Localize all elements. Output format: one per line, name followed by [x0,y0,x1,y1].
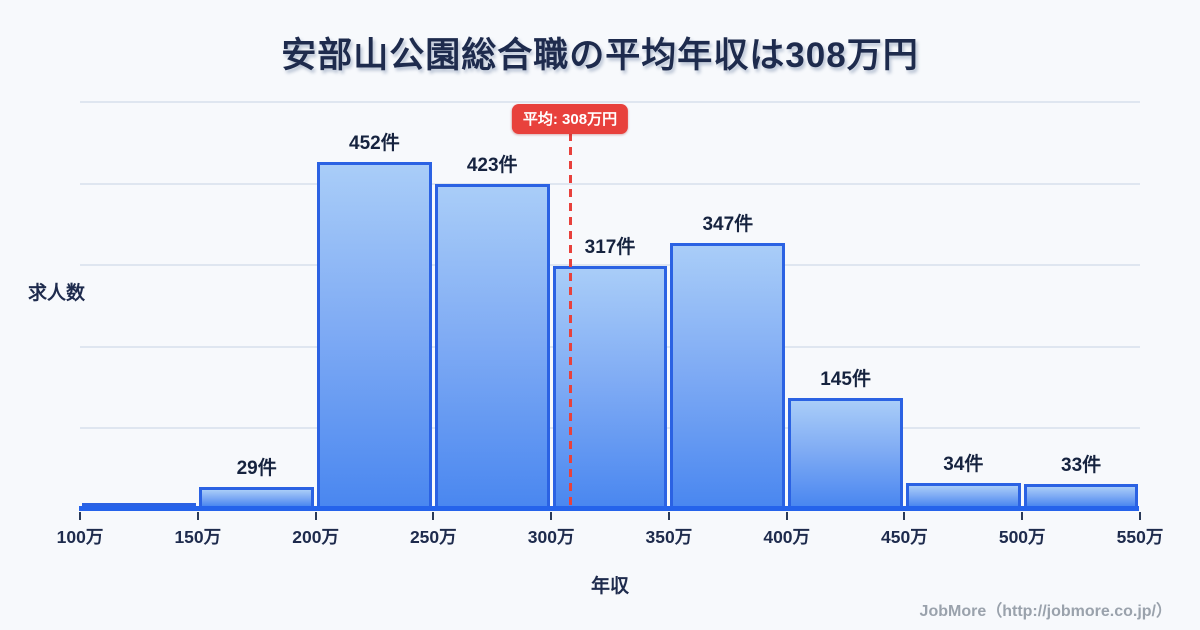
average-dashed-line [568,133,572,509]
bar-value-label: 29件 [236,458,277,479]
x-axis-tick [314,512,317,520]
gridline [80,101,1140,103]
x-axis-tick [785,512,788,520]
bar-value-label: 423件 [466,155,518,176]
bar-value-label: 145件 [820,369,871,390]
bar-value-label: 34件 [943,454,984,475]
x-axis-title: 年収 [590,576,630,597]
bar-value-label: 33件 [1061,455,1102,476]
x-axis-tick-label: 550万 [1116,527,1164,547]
plot-area: 29件 452件 423件 317件 347件 145件 34件 33件 100万 150万 20… [57,99,1163,547]
x-axis-tick-label: 200万 [292,527,339,547]
x-axis-tick-label: 100万 [56,527,104,547]
x-axis-tick-label: 300万 [527,527,575,547]
x-axis-tick [196,512,199,520]
gridline [80,182,1140,185]
x-axis-tick [1139,512,1141,520]
x-axis-tick-label: 150万 [174,527,222,547]
histogram-bar [317,162,432,509]
x-axis-tick [903,512,906,520]
histogram-bar [434,184,550,509]
chart-title: 安部山公園総合職の平均年収は308万円 [281,36,919,75]
x-axis-tick [432,512,435,520]
bar-value-label: 452件 [349,133,400,154]
histogram-bar [670,243,786,509]
x-axis-tick-label: 400万 [763,527,811,547]
x-axis-tick [79,512,81,520]
x-axis-tick [1021,512,1024,520]
x-axis-line [79,506,1139,511]
footer-credit: JobMore（http://jobmore.co.jp/） [919,603,1172,620]
x-axis-tick-label: 450万 [881,527,928,547]
histogram-bar [552,266,668,509]
x-axis-tick-label: 250万 [409,527,457,547]
gridline [80,264,1140,267]
bar-value-label: 317件 [584,237,636,258]
x-axis-tick-label: 350万 [645,527,693,547]
histogram-bar [788,398,903,509]
x-axis-tick [550,512,553,520]
x-axis-tick-label: 500万 [998,527,1046,547]
y-axis-title: 求人数 [28,283,86,304]
bar-value-label: 347件 [702,214,754,235]
x-axis-tick [667,512,670,520]
average-badge: 平均: 308万円 [511,104,629,134]
